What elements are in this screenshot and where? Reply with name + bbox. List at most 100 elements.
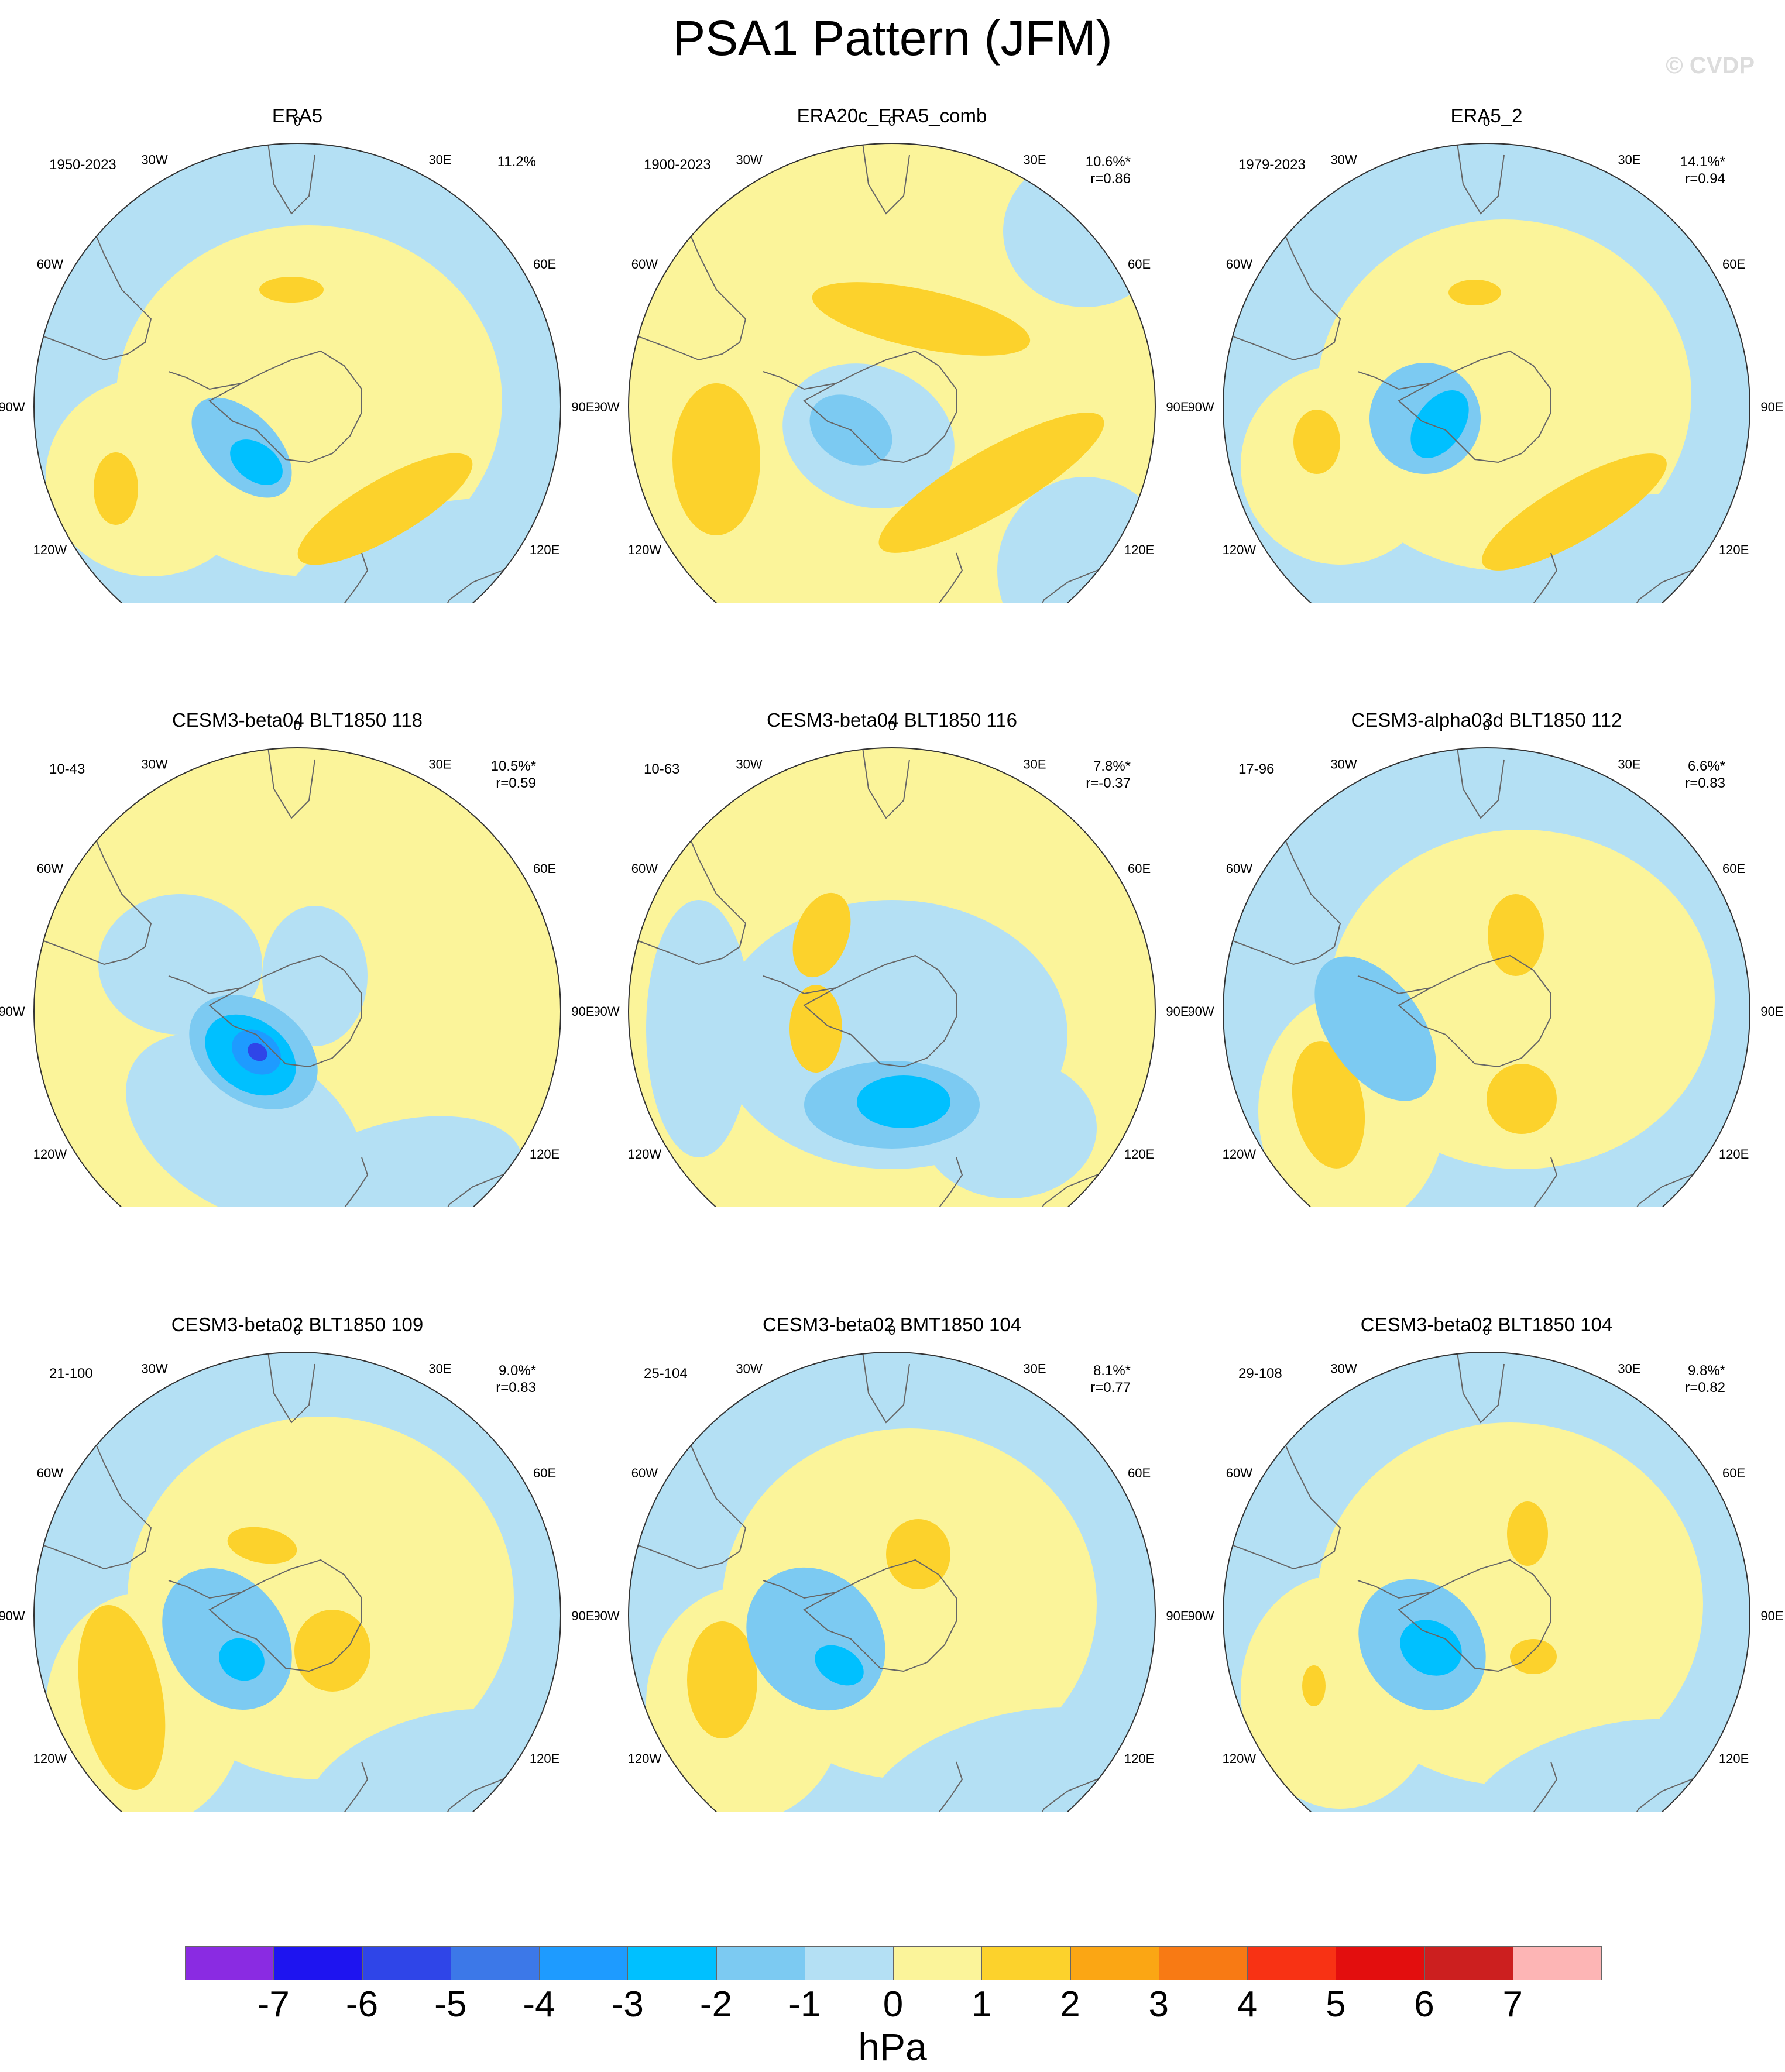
coastline-newzealand [932,552,963,603]
map-border [33,747,561,1207]
colorbar-tick-label: -4 [523,1984,555,2025]
longitude-label: 90W [1189,1609,1214,1623]
panel-years: 1979-2023 [1238,157,1306,173]
contour-region [262,906,368,1046]
colorbar-swatch [1070,1946,1159,1980]
panel-variance-pct: 7.8%* [1093,758,1131,774]
longitude-label: 60E [1128,257,1151,272]
longitude-label: 30W [1330,757,1357,771]
panel-pattern-correlation: r=0.82 [1685,1380,1725,1396]
colorbar-tick-label: 1 [972,1984,992,2025]
longitude-label: 60W [631,1466,658,1480]
map-panel: 030E60E90E120E150E180150W120W90W60W30WCE… [595,604,1189,1207]
colorbar-tick-label: 2 [1060,1984,1080,2025]
longitude-label: 60W [37,1466,63,1480]
colorbar-tick-label: -7 [257,1984,290,2025]
panel-variance-pct: 10.6%* [1085,154,1131,170]
contour-region [78,1604,166,1791]
longitude-label: 30W [736,152,762,167]
panel-pattern-correlation: r=-0.37 [1086,775,1131,791]
panel-years: 21-100 [49,1366,93,1382]
coastline-samerica [1223,817,1341,965]
map-panel: 030E60E90E120E150E180150W120W90W60W30WER… [1189,0,1784,603]
longitude-label: 60E [1128,1466,1151,1480]
longitude-label: 90E [1760,400,1783,414]
panel-variance-pct: 9.8%* [1687,1363,1725,1379]
colorbar-swatch [362,1946,451,1980]
longitude-label: 120E [1719,542,1749,557]
coastline-newzealand [338,1761,369,1812]
longitude-label: 120E [530,542,559,557]
coastline-samerica [34,817,152,965]
panel-variance-pct: 10.5%* [490,758,536,774]
longitude-label: 120E [1124,1147,1154,1162]
longitude-label: 90E [571,400,594,414]
panel-title: CESM3-beta02 BLT1850 109 [171,1314,424,1335]
longitude-label: 90W [0,1004,25,1019]
contour-region [789,985,842,1073]
longitude-label: 30W [1330,1361,1357,1376]
copyright-label: © CVDP [1666,53,1755,78]
coastline-samerica [34,1422,152,1570]
contour-region [1292,1041,1365,1169]
coastline-africa [267,1352,315,1424]
colorbar-swatch [1512,1946,1602,1980]
contour-region [1448,280,1501,305]
colorbar-tick-label: 7 [1502,1984,1523,2025]
panel-stats: 8.1%* r=0.77 [1090,1362,1131,1396]
coastline-newzealand [1527,1761,1558,1812]
longitude-label: 90E [1760,1004,1783,1019]
polar-map: 030E60E90E120E150E180150W120W90W60W30W [0,114,595,603]
colorbar-swatch [893,1946,983,1980]
longitude-label: 120W [628,1147,662,1162]
panel-pattern-correlation: r=0.77 [1090,1380,1131,1396]
panel-title: ERA5_2 [1450,105,1523,126]
panel-stats: 9.0%* r=0.83 [496,1362,536,1396]
longitude-label: 60E [1128,861,1151,876]
longitude-label: 90E [1166,1004,1189,1019]
coastline-antarctica [208,954,362,1068]
coastline-peninsula [168,371,242,390]
colorbar-swatch [450,1946,540,1980]
polar-map: 030E60E90E120E150E180150W120W90W60W30W [595,114,1189,603]
longitude-label: 120E [1719,1751,1749,1766]
panel-pattern-correlation: r=0.83 [496,1380,536,1396]
coastline-antarctica [1398,1559,1551,1672]
contour-region [1400,1620,1462,1676]
panel-years: 10-63 [644,761,680,777]
longitude-label: 60W [1226,1466,1252,1480]
panel-stats: 6.6%* r=0.83 [1685,758,1725,792]
longitude-label: 0 [294,114,301,129]
panel-stats: 10.6%* r=0.86 [1086,153,1131,187]
longitude-label: 60W [631,257,658,272]
longitude-label: 120W [33,1147,67,1162]
coastline-newzealand [338,552,369,603]
colorbar-tick-label: 3 [1148,1984,1169,2025]
colorbar-unit-label: hPa [858,2025,927,2068]
panel-title: CESM3-beta04 BLT1850 118 [171,709,423,731]
longitude-label: 30E [1618,1361,1640,1376]
map-panel: 030E60E90E120E150E180150W120W90W60W30WCE… [1189,604,1784,1207]
contour-region [1487,1064,1557,1134]
coastline-antarctica [803,1559,957,1672]
contour-region [248,1043,267,1061]
map-panel: 030E60E90E120E150E180150W120W90W60W30WCE… [0,1209,595,1812]
colorbar-tick-label: -5 [434,1984,467,2025]
panel-years: 1900-2023 [644,157,711,173]
colorbar-tick-label: 6 [1414,1984,1434,2025]
coastline-antarctica [208,1559,362,1672]
longitude-label: 90E [571,1004,594,1019]
coastline-newzealand [932,1157,963,1207]
panel-years: 10-43 [49,761,85,777]
map-border [1223,1352,1750,1812]
longitude-label: 30W [141,152,167,167]
coastline-africa [267,143,315,215]
panel-title: ERA20c_ERA5_comb [797,105,987,126]
panel-stats: 11.2% [497,153,536,170]
colorbar-swatch [716,1946,805,1980]
contour-region [1410,390,1469,458]
longitude-label: 30W [141,757,167,771]
coastline-africa [862,1352,910,1424]
contour-region [812,282,1031,356]
contour-region [1302,1665,1326,1706]
